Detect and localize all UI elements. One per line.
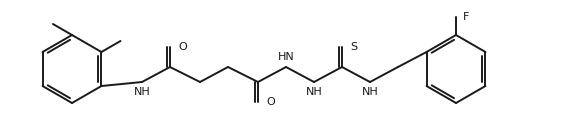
Text: NH: NH — [362, 87, 379, 97]
Text: S: S — [350, 42, 357, 52]
Text: HN: HN — [278, 52, 294, 62]
Text: NH: NH — [306, 87, 323, 97]
Text: F: F — [463, 12, 469, 22]
Text: NH: NH — [134, 87, 151, 97]
Text: O: O — [266, 97, 275, 107]
Text: O: O — [178, 42, 187, 52]
